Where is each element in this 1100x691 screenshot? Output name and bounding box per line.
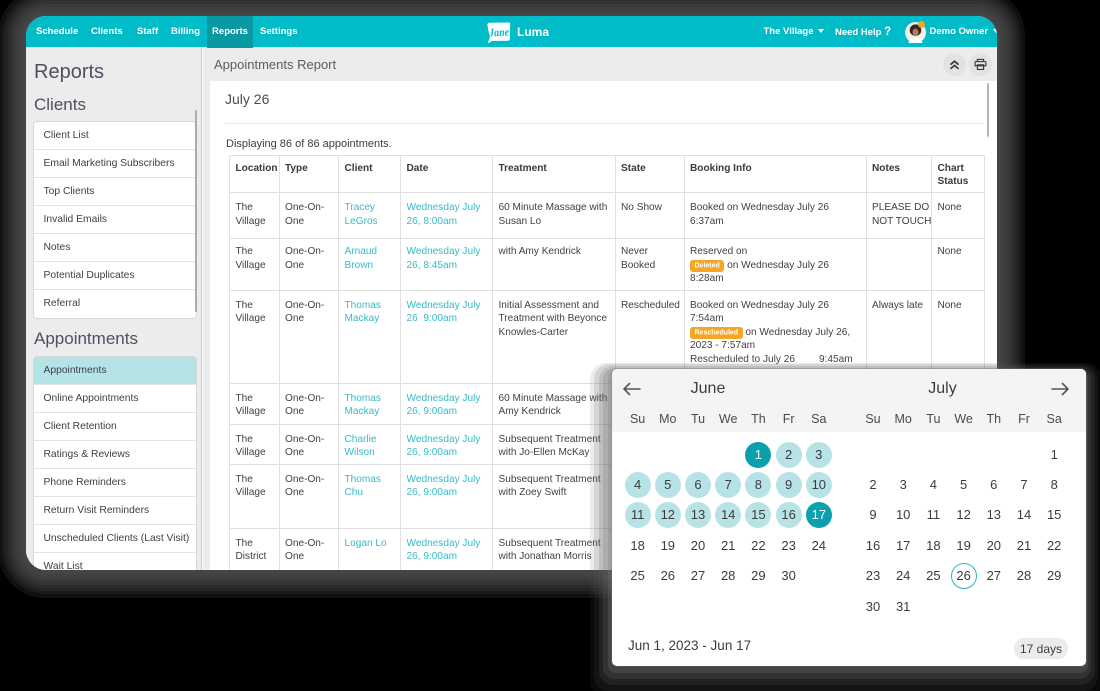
- svg-text:Jane: Jane: [488, 26, 509, 39]
